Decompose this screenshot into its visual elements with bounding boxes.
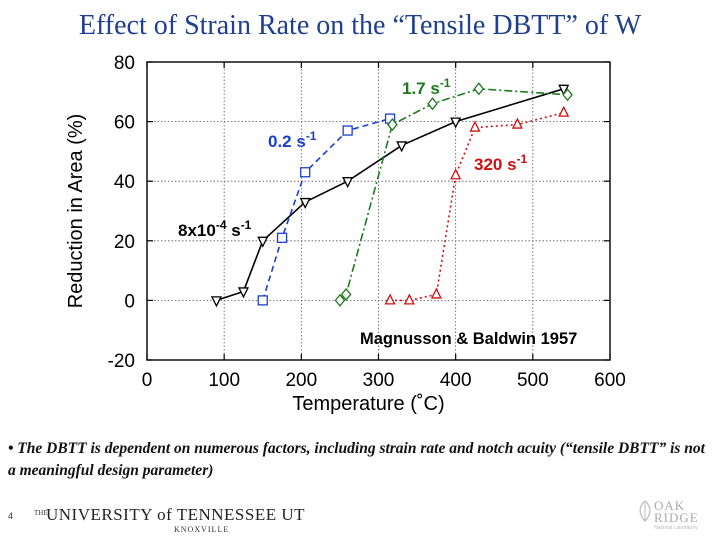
ut-logo-knoxville: KNOXVILLE (174, 525, 230, 534)
x-tick-label: 0 (142, 370, 153, 391)
data-point (257, 295, 268, 306)
data-point (396, 141, 408, 153)
slide-title: Effect of Strain Rate on the “Tensile DB… (78, 10, 642, 41)
data-point (210, 296, 223, 308)
data-point (299, 197, 311, 210)
data-point (276, 232, 288, 243)
data-point (511, 117, 523, 129)
series-label-3: 320 s-1 (474, 152, 528, 174)
chart-annotation: Magnusson & Baldwin 1957 (360, 330, 577, 348)
data-point (450, 168, 462, 180)
data-point (387, 118, 398, 132)
page-number: 4 (8, 511, 14, 521)
y-tick-label: 0 (124, 291, 135, 312)
bullet-note: • The DBTT is dependent on numerous fact… (8, 440, 705, 479)
x-tick-label: 600 (594, 370, 626, 391)
x-tick-label: 400 (440, 370, 472, 391)
data-point (450, 117, 462, 129)
x-tick-label: 300 (363, 370, 395, 391)
data-point (558, 105, 570, 117)
data-point (340, 287, 352, 301)
data-point (430, 287, 442, 299)
x-tick-label: 500 (517, 370, 549, 391)
y-tick-label: 20 (114, 232, 135, 253)
data-point (300, 167, 311, 178)
university-of-tennessee-logo: THE UNIVERSITY of TENNESSEE UT KNOXVILLE (34, 505, 305, 539)
x-axis-label: Temperature (˚C) (292, 393, 444, 415)
data-point (342, 177, 354, 189)
data-point (257, 236, 269, 248)
oak-leaf-icon (639, 500, 651, 522)
x-tick-label: 100 (208, 370, 240, 391)
series-label-1: 0.2 s-1 (268, 129, 317, 151)
series-line-0 (216, 88, 564, 302)
data-point (427, 97, 438, 111)
y-tick-label: 80 (114, 53, 135, 74)
data-point (403, 293, 415, 305)
data-point (334, 293, 346, 307)
ut-logo-the: THE (34, 509, 48, 517)
x-tick-label: 200 (285, 370, 317, 391)
ornl-logo-oak: OAK (654, 498, 686, 513)
y-tick-label: 60 (114, 113, 135, 134)
series-label-0: 8x10-4 s-1 (178, 218, 252, 240)
data-point (342, 125, 353, 136)
ornl-logo-lab: National Laboratory (654, 525, 698, 531)
data-point (558, 84, 570, 96)
oak-ridge-logo: OAK RIDGE National Laboratory (636, 496, 712, 536)
y-tick-label: 40 (114, 172, 135, 193)
data-point (562, 88, 573, 102)
data-point (469, 120, 481, 132)
data-point (384, 293, 396, 305)
rra-vs-temperature-chart: 0 100 200 300 400 500 600 -20 0 20 40 60 80 Temperatu… (65, 53, 626, 415)
data-point (237, 287, 250, 299)
y-tick-label: -20 (108, 351, 135, 372)
ornl-logo-ridge: RIDGE (654, 510, 699, 525)
ut-logo-name: UNIVERSITY of TENNESSEE UT (46, 505, 306, 524)
series-label-2: 1.7 s-1 (402, 76, 451, 98)
y-axis-label: Reduction in Area (%) (65, 114, 87, 309)
data-point (473, 82, 485, 96)
